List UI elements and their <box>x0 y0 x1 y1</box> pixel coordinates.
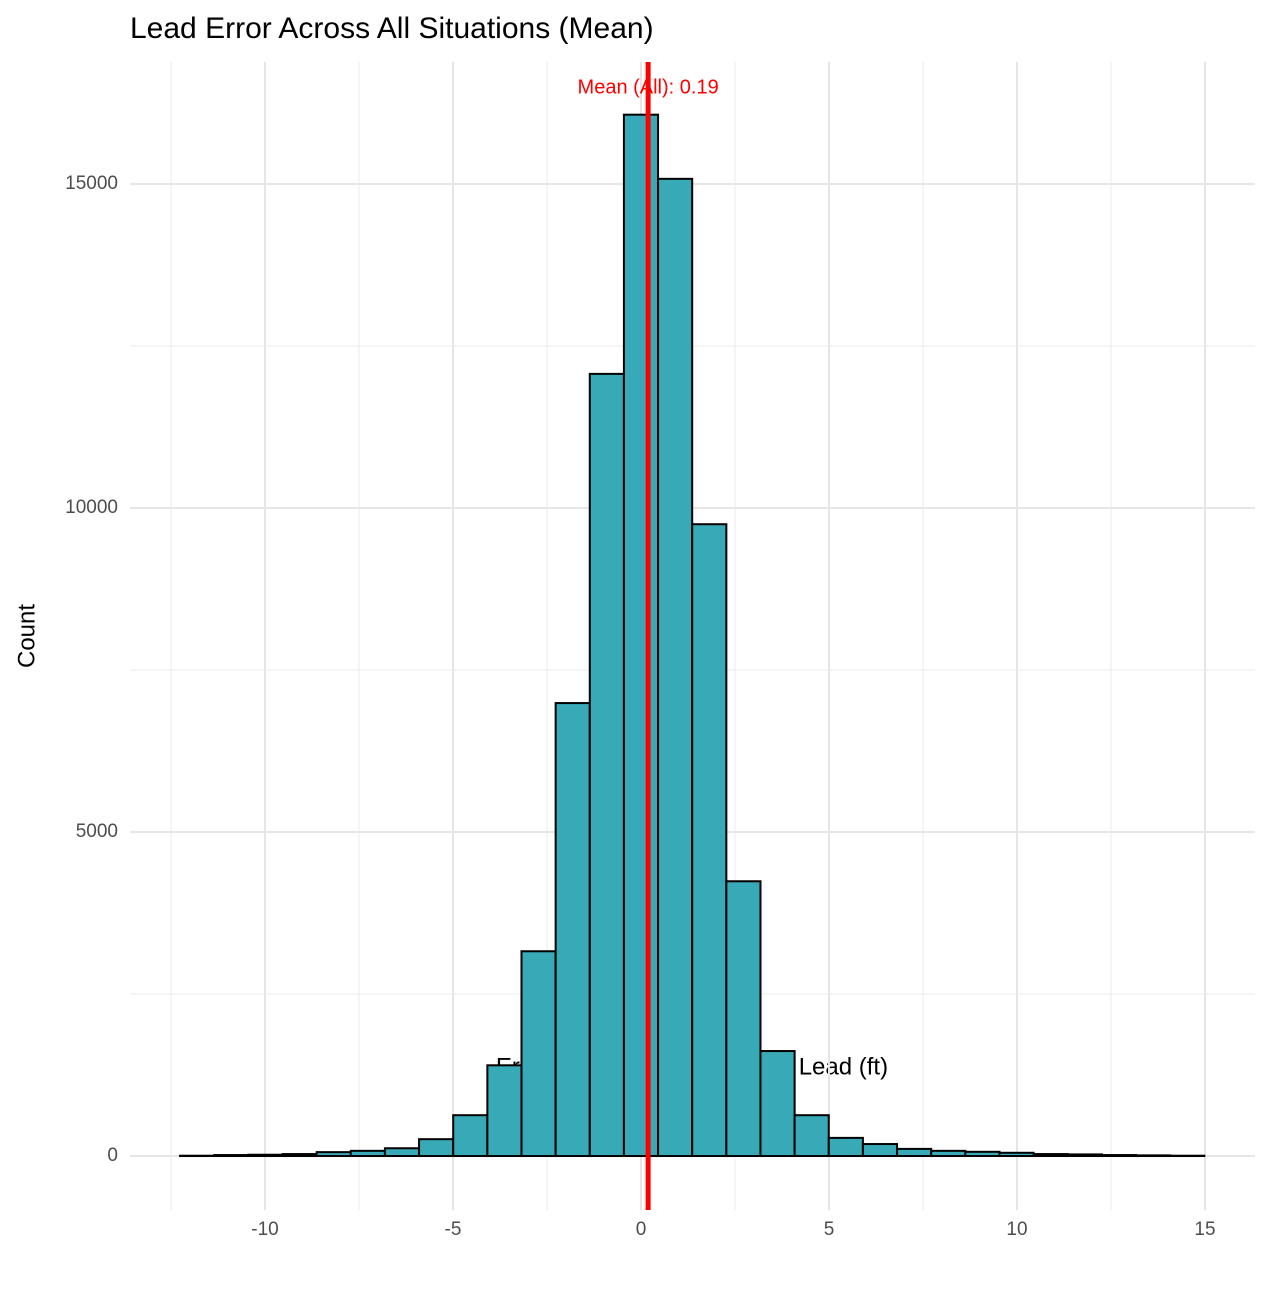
bar <box>1066 1153 1103 1158</box>
y-tick-label: 0 <box>107 1145 118 1166</box>
x-tick-label: 5 <box>824 1219 835 1240</box>
bar <box>554 702 591 1158</box>
x-tick-label: 10 <box>1006 1219 1027 1240</box>
bar <box>861 1143 899 1158</box>
bar <box>418 1138 455 1158</box>
bar <box>486 1064 523 1158</box>
y-tick-label: 10000 <box>65 497 118 518</box>
y-tick-label: 15000 <box>65 173 118 194</box>
bar <box>1032 1153 1069 1158</box>
y-axis-title: Count <box>13 604 40 668</box>
bar <box>930 1149 967 1158</box>
mean-label: Mean (All): 0.19 <box>578 76 719 98</box>
bar <box>964 1150 1001 1158</box>
bar <box>213 1154 250 1158</box>
bar <box>725 880 762 1158</box>
bar <box>247 1153 284 1158</box>
x-tick-label: -5 <box>445 1219 462 1240</box>
bar <box>1135 1154 1172 1158</box>
bar <box>896 1147 933 1158</box>
bar <box>281 1153 318 1158</box>
bar <box>622 113 660 1158</box>
x-tick-label: 0 <box>636 1219 647 1240</box>
y-tick-label: 5000 <box>76 821 118 842</box>
bar <box>998 1151 1035 1158</box>
bar <box>520 950 557 1158</box>
bar <box>759 1050 796 1158</box>
bar <box>1100 1154 1138 1158</box>
bar <box>588 372 625 1158</box>
x-tick-label: -10 <box>251 1219 278 1240</box>
bar <box>793 1114 830 1158</box>
bar <box>315 1151 352 1158</box>
bar <box>691 523 728 1158</box>
bar <box>383 1147 421 1158</box>
bar <box>657 177 694 1158</box>
bar <box>452 1114 489 1158</box>
x-tick-label: 15 <box>1194 1219 1215 1240</box>
chart-title: Lead Error Across All Situations (Mean) <box>130 12 654 45</box>
bar <box>349 1149 386 1158</box>
bar <box>827 1136 864 1158</box>
